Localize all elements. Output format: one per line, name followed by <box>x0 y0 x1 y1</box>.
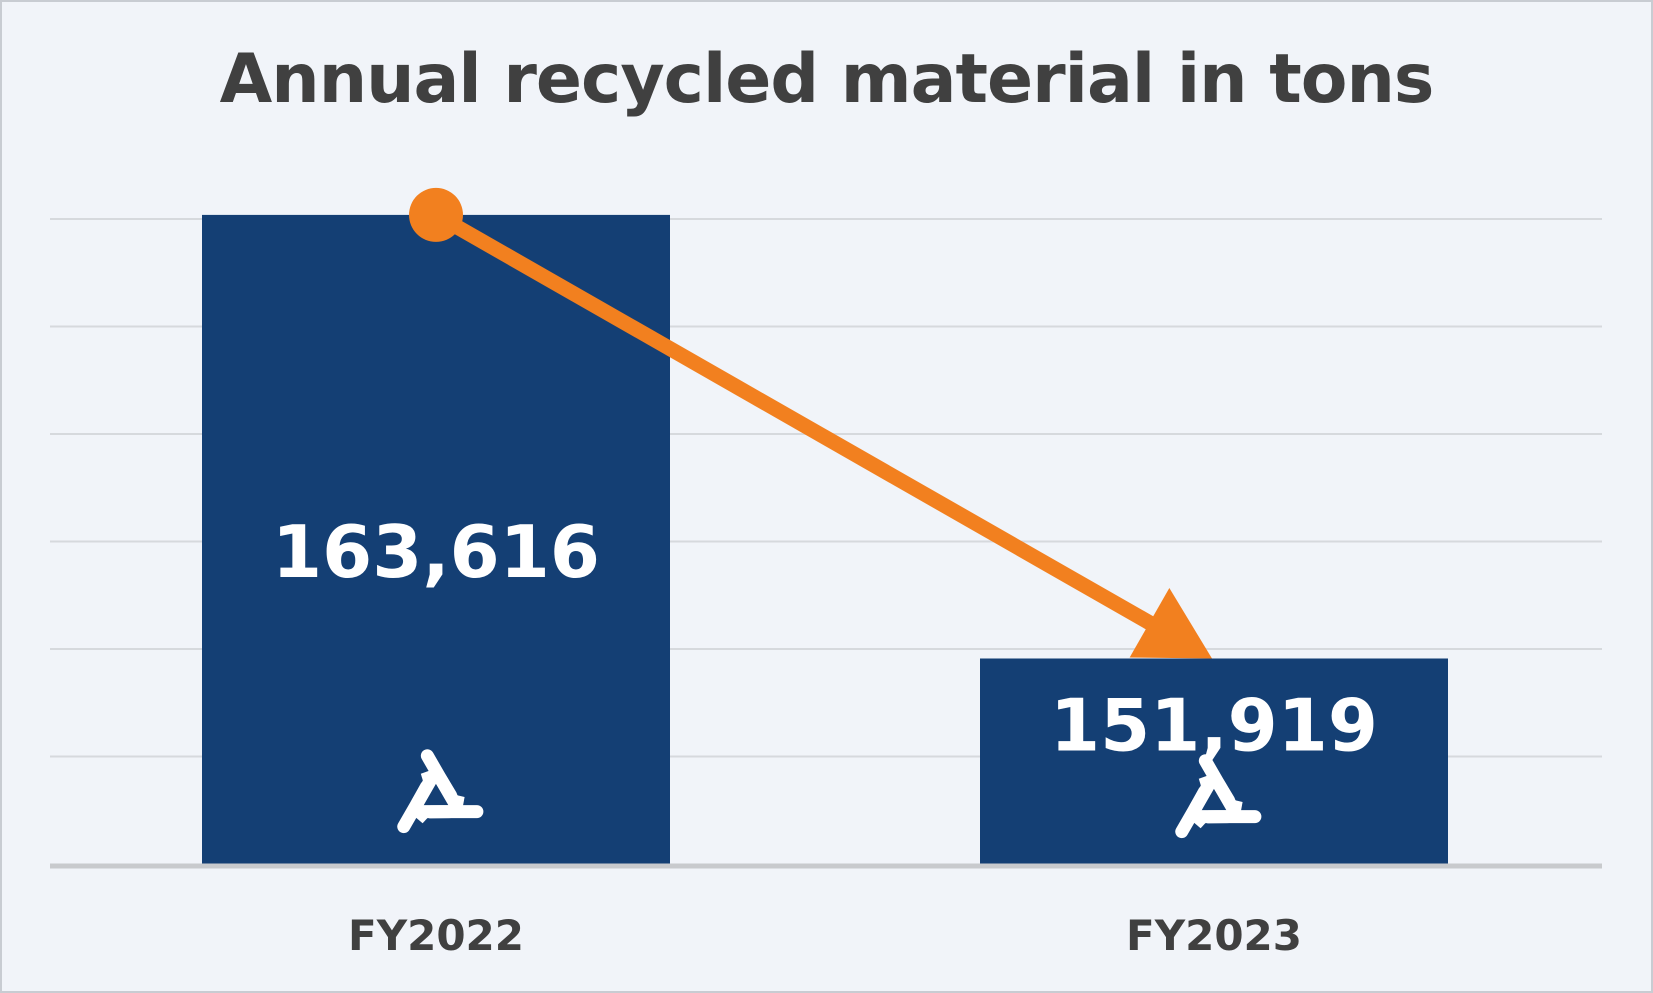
tick-label: FY2022 <box>348 911 524 960</box>
trend-arrow <box>409 187 1212 659</box>
bar-icons <box>397 749 1262 839</box>
x-tick-labels: FY2022 FY2023 <box>348 911 1302 960</box>
trend-arrow-head <box>1129 588 1212 659</box>
bar-fy2023 <box>980 658 1448 864</box>
data-label: 151,919 <box>1050 683 1378 767</box>
recycle-icon <box>397 749 484 834</box>
data-labels: 163,616 151,919 <box>272 510 1378 768</box>
trend-start-dot <box>409 187 463 242</box>
data-label: 163,616 <box>272 510 600 594</box>
tick-label: FY2023 <box>1126 911 1302 960</box>
bar-fy2022 <box>202 214 670 864</box>
bars <box>202 214 1448 864</box>
chart-title: Annual recycled material in tons <box>219 40 1435 119</box>
recycle-icon <box>1175 754 1262 839</box>
trend-arrow-line <box>432 208 1157 632</box>
